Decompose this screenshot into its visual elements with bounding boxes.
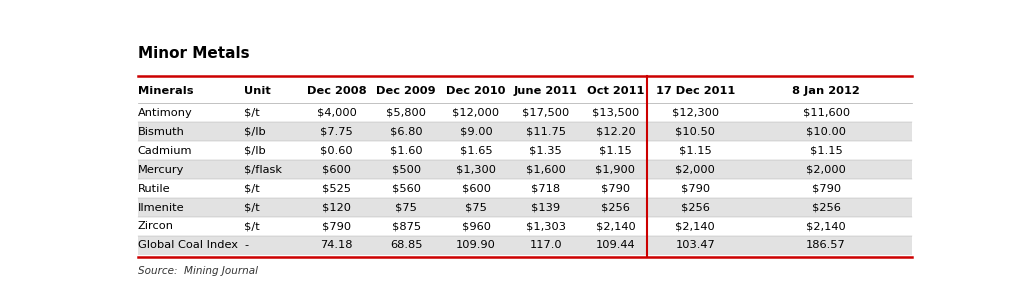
Text: $1.15: $1.15 [599, 146, 632, 156]
Text: $1.60: $1.60 [390, 146, 423, 156]
Text: Minerals: Minerals [137, 86, 193, 96]
Text: $600: $600 [462, 184, 490, 194]
Text: $256: $256 [681, 203, 710, 212]
Bar [137, 160, 912, 179]
Text: $2,000: $2,000 [675, 165, 715, 175]
Text: $960: $960 [462, 222, 490, 231]
Text: $10.00: $10.00 [806, 127, 846, 137]
Text: 17 Dec 2011: 17 Dec 2011 [655, 86, 735, 96]
Text: $6.80: $6.80 [390, 127, 423, 137]
Text: 103.47: 103.47 [675, 241, 715, 250]
Text: $13,500: $13,500 [592, 108, 639, 118]
Text: $2,000: $2,000 [806, 165, 846, 175]
Text: $12.20: $12.20 [596, 127, 635, 137]
Text: $718: $718 [531, 184, 560, 194]
Text: $5,800: $5,800 [386, 108, 426, 118]
Text: $790: $790 [601, 184, 630, 194]
Text: $/lb: $/lb [245, 146, 266, 156]
Text: Minor Metals: Minor Metals [137, 46, 249, 61]
Text: $790: $790 [322, 222, 351, 231]
Text: $256: $256 [601, 203, 630, 212]
Text: $11.75: $11.75 [525, 127, 565, 137]
Text: $1.65: $1.65 [460, 146, 493, 156]
Text: $7.75: $7.75 [321, 127, 353, 137]
Text: $/t: $/t [245, 222, 260, 231]
Text: $2,140: $2,140 [806, 222, 846, 231]
Text: $12,300: $12,300 [672, 108, 719, 118]
Text: $1,900: $1,900 [595, 165, 636, 175]
Text: $1.35: $1.35 [529, 146, 562, 156]
Text: Global Coal Index: Global Coal Index [137, 241, 238, 250]
Text: 68.85: 68.85 [390, 241, 423, 250]
Text: $1.15: $1.15 [810, 146, 843, 156]
Text: Dec 2008: Dec 2008 [307, 86, 367, 96]
Text: $/t: $/t [245, 203, 260, 212]
Text: $560: $560 [392, 184, 421, 194]
Text: $/t: $/t [245, 108, 260, 118]
Text: $139: $139 [531, 203, 560, 212]
Text: $875: $875 [392, 222, 421, 231]
Text: 109.90: 109.90 [456, 241, 496, 250]
Text: $9.00: $9.00 [460, 127, 493, 137]
Text: $75: $75 [395, 203, 417, 212]
Text: $4,000: $4,000 [316, 108, 356, 118]
Text: Zircon: Zircon [137, 222, 173, 231]
Text: $75: $75 [465, 203, 487, 212]
Text: $10.50: $10.50 [675, 127, 715, 137]
Text: $/t: $/t [245, 184, 260, 194]
Text: $17,500: $17,500 [522, 108, 569, 118]
Text: $0.60: $0.60 [321, 146, 353, 156]
Text: $/lb: $/lb [245, 127, 266, 137]
Text: Cadmium: Cadmium [137, 146, 193, 156]
Text: -: - [245, 241, 249, 250]
Text: Mercury: Mercury [137, 165, 184, 175]
Text: 117.0: 117.0 [529, 241, 562, 250]
Text: 8 Jan 2012: 8 Jan 2012 [793, 86, 860, 96]
Text: Rutile: Rutile [137, 184, 170, 194]
Text: $600: $600 [323, 165, 351, 175]
Text: $1,600: $1,600 [525, 165, 565, 175]
Text: $2,140: $2,140 [596, 222, 635, 231]
Text: Unit: Unit [245, 86, 271, 96]
Text: $12,000: $12,000 [453, 108, 500, 118]
Text: $256: $256 [812, 203, 841, 212]
Text: Oct 2011: Oct 2011 [587, 86, 644, 96]
Text: $1,300: $1,300 [456, 165, 496, 175]
Text: $/flask: $/flask [245, 165, 283, 175]
Text: Source:  Mining Journal: Source: Mining Journal [137, 266, 257, 277]
Text: $120: $120 [323, 203, 351, 212]
Text: Dec 2009: Dec 2009 [377, 86, 436, 96]
Text: June 2011: June 2011 [514, 86, 578, 96]
Text: $525: $525 [323, 184, 351, 194]
Text: Dec 2010: Dec 2010 [446, 86, 506, 96]
Text: Antimony: Antimony [137, 108, 193, 118]
Bar [137, 122, 912, 141]
Text: 186.57: 186.57 [806, 241, 846, 250]
Bar [137, 236, 912, 255]
Text: Ilmenite: Ilmenite [137, 203, 184, 212]
Bar [137, 198, 912, 217]
Text: $2,140: $2,140 [675, 222, 715, 231]
Text: $500: $500 [392, 165, 421, 175]
Text: $11,600: $11,600 [803, 108, 850, 118]
Text: $1,303: $1,303 [525, 222, 565, 231]
Text: $1.15: $1.15 [679, 146, 712, 156]
Text: 74.18: 74.18 [321, 241, 353, 250]
Text: $790: $790 [812, 184, 841, 194]
Text: Bismuth: Bismuth [137, 127, 184, 137]
Text: $790: $790 [681, 184, 710, 194]
Text: 109.44: 109.44 [596, 241, 635, 250]
